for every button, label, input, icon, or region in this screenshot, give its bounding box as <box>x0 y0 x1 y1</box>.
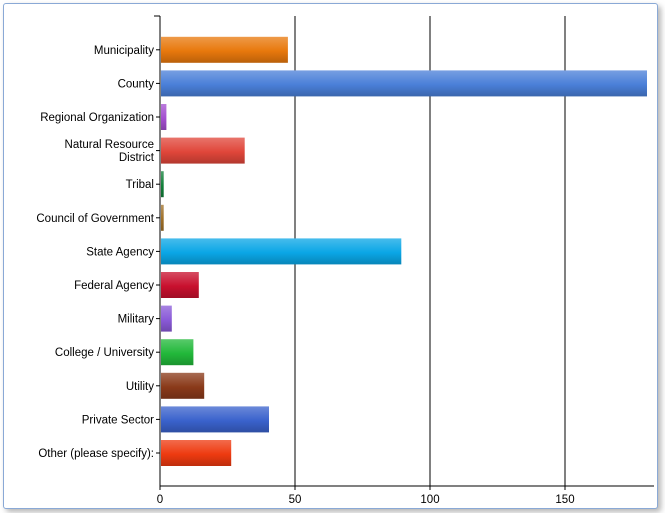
category-labels: Municipality County Regional Organization N… <box>36 45 154 460</box>
x-tick-label-50: 50 <box>289 494 302 506</box>
category-label: Utility <box>126 381 154 393</box>
bar-state-agency <box>161 238 402 265</box>
category-label: Private Sector <box>82 414 154 426</box>
category-label: College / University <box>55 347 154 359</box>
category-label: Council of Government <box>36 213 154 225</box>
bars <box>161 36 647 466</box>
category-label: County <box>118 78 155 90</box>
x-tick-label-150: 150 <box>555 494 574 506</box>
bar-college-university <box>161 339 194 366</box>
category-label: Tribal <box>126 179 154 191</box>
bar-natural-resource-district <box>161 137 245 164</box>
bar-federal-agency <box>161 272 199 298</box>
category-label: State Agency <box>86 246 154 258</box>
category-label: Regional Organization <box>40 112 154 124</box>
category-label: Natural Resource District <box>65 139 155 164</box>
category-label: Other (please specify): <box>38 448 154 460</box>
category-label: Military <box>118 314 155 326</box>
bar-municipality <box>161 36 288 63</box>
bar-other-please-specify <box>161 440 232 466</box>
category-label: Federal Agency <box>74 280 154 292</box>
x-tick-label-100: 100 <box>420 494 439 506</box>
bar-council-of-government <box>161 204 164 231</box>
bar-regional-organization <box>161 104 167 130</box>
category-label: Municipality <box>94 45 154 57</box>
bar-private-sector <box>161 406 269 433</box>
x-tick-labels: 0 50 100 150 <box>157 494 575 506</box>
bar-utility <box>161 372 205 399</box>
axes <box>154 15 654 490</box>
bar-military <box>161 305 172 332</box>
bar-county <box>161 70 647 97</box>
bar-tribal <box>161 171 164 198</box>
x-tick-label-0: 0 <box>157 494 163 506</box>
